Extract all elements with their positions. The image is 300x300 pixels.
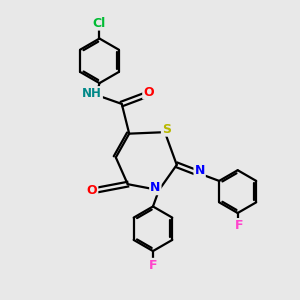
Text: Cl: Cl <box>93 16 106 30</box>
Text: N: N <box>194 164 205 177</box>
Text: N: N <box>150 181 161 194</box>
Text: F: F <box>149 259 157 272</box>
Text: O: O <box>87 184 98 196</box>
Text: S: S <box>162 123 171 136</box>
Text: F: F <box>235 219 243 232</box>
Text: NH: NH <box>82 87 102 100</box>
Text: O: O <box>143 85 154 98</box>
